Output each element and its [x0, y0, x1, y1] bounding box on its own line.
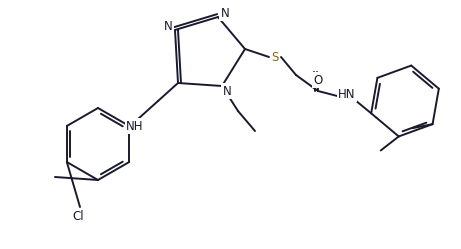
Text: N: N	[223, 84, 231, 98]
Text: N: N	[221, 6, 230, 19]
Text: S: S	[272, 51, 279, 63]
Text: NH: NH	[126, 120, 144, 132]
Text: O: O	[313, 73, 323, 86]
Text: N: N	[164, 19, 172, 33]
Text: HN: HN	[338, 87, 356, 101]
Text: Cl: Cl	[72, 209, 84, 223]
